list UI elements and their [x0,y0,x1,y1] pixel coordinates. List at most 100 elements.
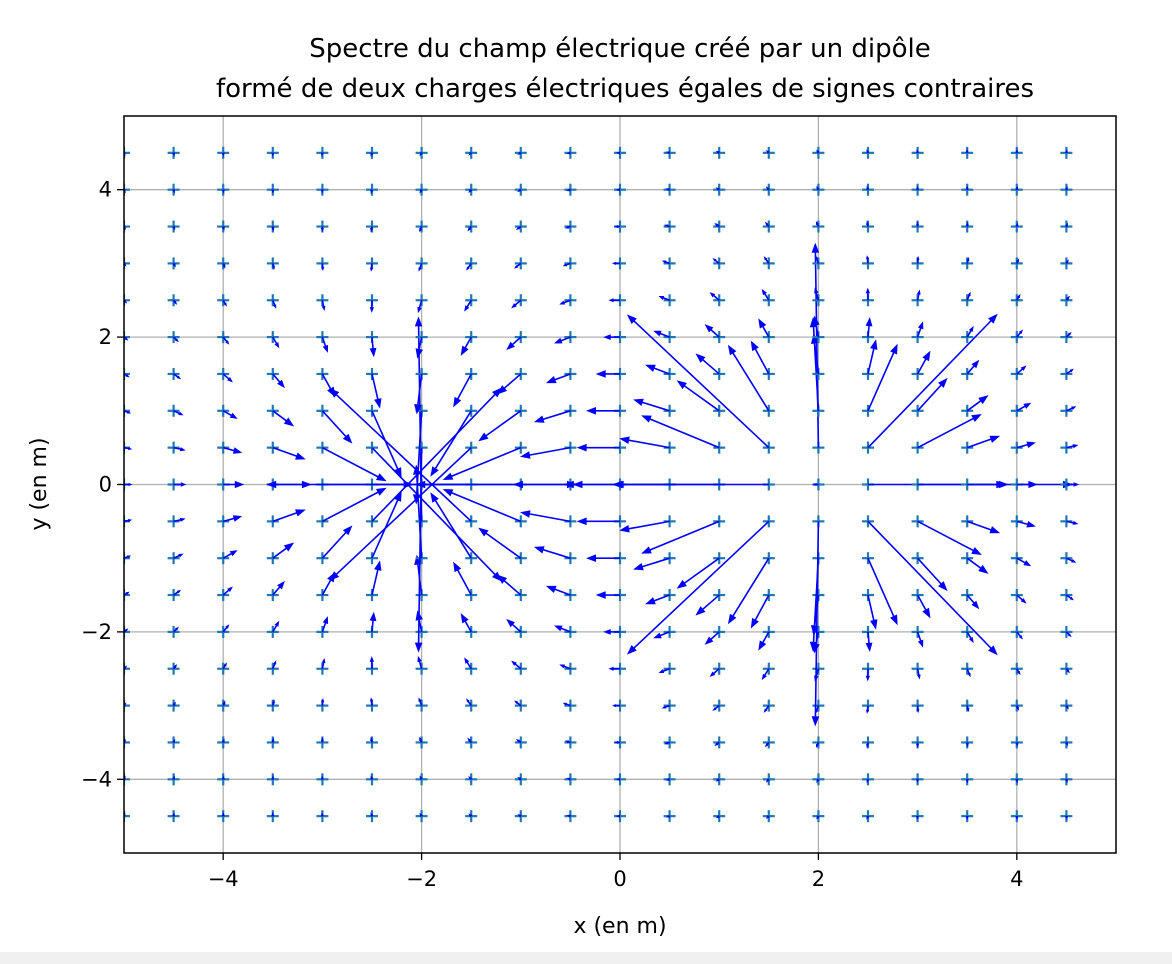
field-arrow [460,336,472,356]
field-arrow [272,299,277,309]
field-arrow [1065,741,1068,747]
field-arrow [414,373,423,415]
field-arrow [1016,402,1032,412]
field-arrow [709,668,720,677]
field-arrow [576,517,620,526]
field-arrow [222,515,243,523]
field-arrow [321,616,329,633]
field-arrow [653,330,670,338]
field-arrow [867,313,998,449]
field-arrow [664,224,670,228]
field-arrow [369,263,373,272]
field-arrow [916,668,921,680]
field-arrow [645,594,670,605]
field-arrow [966,520,1001,534]
field-arrow [467,737,472,743]
field-layer [124,146,1080,823]
field-arrow [661,704,670,709]
field-arrow [271,189,275,194]
field-arrow [704,631,720,645]
field-arrow [320,737,324,743]
field-arrow [271,263,275,270]
field-arrow [329,447,472,581]
x-tick-label: 4 [1010,867,1023,891]
field-arrow [865,668,871,682]
field-arrow [271,699,275,706]
field-arrow [626,314,770,449]
field-arrow [603,334,620,340]
field-arrow [1015,742,1019,747]
field-arrow [221,152,225,157]
x-tick-label: 2 [812,867,825,891]
field-arrow [916,594,931,619]
field-arrow [419,812,423,817]
field-arrow [761,288,770,301]
field-arrow [271,775,275,780]
field-arrow [750,594,770,629]
field-arrow [506,336,522,351]
field-arrow [222,662,227,670]
field-arrow [765,150,770,154]
field-arrow [966,557,989,574]
field-arrow [222,586,233,596]
field-arrow [321,300,326,312]
field-arrow [966,435,1001,449]
field-arrow [566,188,571,192]
field-arrow [172,738,176,744]
field-arrow [320,226,324,232]
field-arrow [916,221,920,227]
field-arrow [1064,185,1068,191]
field-arrow [611,261,620,265]
field-arrow [966,594,980,610]
field-arrow [1015,185,1019,190]
field-arrow [511,660,522,670]
field-arrow [608,298,620,303]
field-arrow [329,388,472,522]
field-arrow [867,339,878,375]
field-arrow [1066,557,1077,563]
field-arrow [715,778,720,782]
field-arrow [619,520,670,533]
grid-point-marker [124,367,130,380]
field-arrow [1015,779,1019,784]
field-arrow [419,226,423,233]
field-arrow [554,336,571,344]
field-arrow [653,631,670,639]
field-arrow [272,446,306,460]
field-arrow [765,815,770,819]
field-arrow [566,814,571,818]
field-arrow [866,815,870,820]
axis-ticks: −4 −2 0 2 4 −4 −2 0 2 4 [81,178,1023,891]
field-arrow [222,336,230,345]
field-arrow [764,741,770,748]
field-arrow [865,255,869,264]
field-arrow [715,187,720,191]
field-arrow [371,447,502,582]
field-arrow [173,626,179,633]
field-arrow [866,149,870,154]
field-arrow [271,226,275,232]
field-arrow [370,775,374,780]
field-arrow [545,585,571,596]
field-arrow [173,517,186,523]
field-arrow [704,324,720,338]
field-arrow [464,299,472,312]
field-arrow [370,226,374,233]
field-arrow [714,223,720,228]
field-arrow [611,704,620,708]
field-arrow [221,189,225,194]
field-arrow [1065,705,1069,710]
field-arrow [916,705,920,714]
field-arrow [517,814,522,818]
field-arrow [916,742,920,748]
bottom-strip [0,952,1172,964]
field-arrow [320,812,324,817]
field-arrow [221,226,225,231]
field-arrow [916,148,920,154]
field-arrow [419,152,423,157]
field-arrow [124,519,133,523]
field-arrow [222,373,233,383]
field-arrow [419,736,423,743]
field-arrow [615,777,620,781]
grid-point-marker [124,294,130,307]
